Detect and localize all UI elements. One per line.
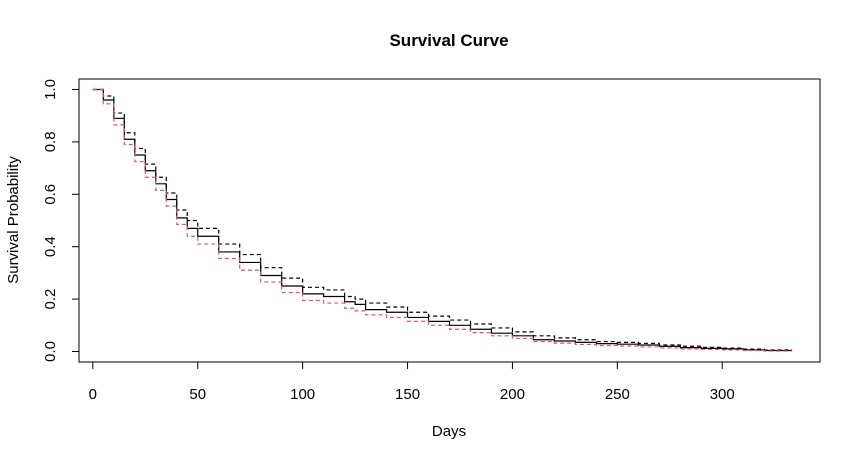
x-axis-label: Days [432, 423, 466, 440]
series-survival-estimate [92, 88, 793, 352]
x-tick-label: 150 [395, 386, 420, 403]
series-upper-confidence-bound [92, 88, 793, 351]
x-tick-label: 250 [605, 386, 630, 403]
x-tick-label: 50 [189, 386, 206, 403]
y-tick-label: 1.0 [42, 79, 59, 100]
y-tick-label: 0.8 [42, 131, 59, 152]
y-tick-label: 0.0 [42, 341, 59, 362]
x-tick-label: 0 [89, 386, 97, 403]
plot-frame [78, 78, 821, 363]
series-layer [92, 88, 793, 352]
x-axis: 0 50 100 150 200 250 300 [89, 361, 735, 403]
x-tick-label: 200 [500, 386, 525, 403]
y-tick-label: 0.2 [42, 289, 59, 310]
series-lower-confidence-bound [92, 88, 793, 352]
chart-title: Survival Curve [389, 31, 508, 50]
y-tick-label: 0.4 [42, 236, 59, 257]
y-axis: 0.0 0.2 0.4 0.6 0.8 1.0 [42, 79, 80, 362]
x-tick-label: 100 [290, 386, 315, 403]
y-tick-label: 0.6 [42, 184, 59, 205]
x-tick-label: 300 [710, 386, 735, 403]
y-axis-label: Survival Probability [5, 156, 22, 284]
